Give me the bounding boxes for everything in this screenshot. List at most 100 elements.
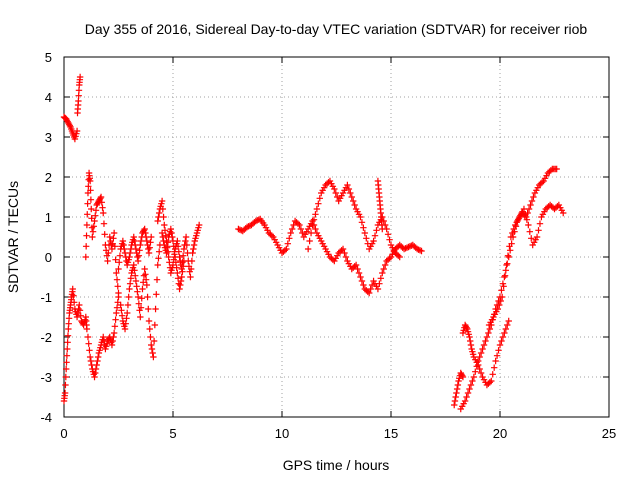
data-point: [159, 205, 167, 213]
data-point: [88, 205, 95, 213]
data-point: [357, 213, 364, 221]
data-point: [476, 353, 483, 361]
data-point: [167, 225, 175, 233]
data-point: [405, 243, 412, 251]
y-tick-label: 4: [45, 90, 52, 105]
data-point: [467, 337, 474, 345]
data-point: [358, 219, 366, 226]
data-point: [155, 255, 162, 262]
data-point: [358, 277, 366, 285]
data-point: [110, 333, 117, 341]
data-point: [82, 243, 90, 250]
data-point: [453, 385, 461, 393]
data-point: [89, 228, 97, 235]
data-point: [160, 213, 167, 221]
data-point: [506, 247, 514, 254]
data-point: [312, 225, 319, 233]
data-point: [91, 217, 98, 225]
data-point: [63, 359, 70, 366]
data-point: [141, 265, 148, 273]
data-point: [114, 283, 121, 290]
data-point: [384, 231, 392, 238]
data-point: [132, 272, 139, 279]
data-point: [64, 332, 72, 339]
data-point: [466, 333, 473, 341]
y-tick-label: -4: [40, 410, 52, 425]
data-point: [137, 313, 144, 321]
y-tick-label: 2: [45, 170, 52, 185]
data-point: [492, 357, 499, 365]
data-point: [190, 245, 197, 253]
data-point: [451, 397, 459, 405]
data-point: [87, 357, 95, 365]
data-point: [169, 233, 176, 241]
series-seg7: [115, 225, 155, 273]
data-point: [313, 205, 321, 213]
data-point: [243, 223, 251, 231]
data-point: [86, 353, 94, 361]
data-point: [379, 225, 386, 233]
series-seg1: [60, 113, 81, 143]
data-point: [143, 281, 151, 289]
data-point: [115, 293, 122, 301]
data-point: [310, 216, 318, 223]
x-tick-label: 25: [602, 426, 616, 441]
data-point: [325, 179, 332, 186]
data-point: [504, 321, 511, 329]
data-point: [536, 220, 544, 227]
data-point: [143, 237, 151, 245]
data-point: [142, 229, 149, 237]
data-point: [172, 259, 180, 266]
data-point: [137, 237, 145, 245]
data-point: [94, 353, 102, 361]
data-point: [83, 325, 91, 333]
data-point: [469, 377, 476, 385]
data-point: [350, 197, 357, 205]
data-point: [99, 204, 106, 211]
data-point: [163, 244, 171, 251]
data-point: [147, 239, 154, 246]
data-point: [119, 237, 127, 245]
data-point: [179, 263, 187, 270]
data-point: [134, 288, 141, 295]
data-point: [501, 273, 508, 281]
data-point: [554, 203, 561, 210]
data-point: [344, 181, 351, 189]
series-seg5: [84, 293, 122, 381]
data-point: [149, 349, 156, 357]
data-point: [79, 320, 87, 327]
data-point: [110, 329, 118, 337]
data-point: [472, 368, 479, 375]
data-point: [504, 260, 511, 267]
data-point: [148, 341, 155, 349]
data-point: [254, 217, 261, 224]
data-point: [155, 209, 163, 217]
data-point: [127, 275, 135, 282]
data-point: [112, 256, 119, 263]
data-point: [137, 241, 144, 249]
data-point: [135, 252, 143, 259]
data-point: [334, 193, 341, 201]
data-point: [490, 364, 498, 371]
data-point: [502, 267, 510, 274]
y-tick-label: 0: [45, 250, 52, 265]
data-point: [177, 281, 184, 289]
data-point: [498, 293, 506, 301]
data-point: [496, 301, 503, 309]
data-point: [144, 293, 151, 301]
data-point: [142, 276, 150, 283]
data-point: [187, 265, 195, 273]
series-seg3: [60, 285, 91, 405]
data-point: [146, 325, 153, 333]
y-tick-label: 3: [45, 130, 52, 145]
data-point: [483, 333, 491, 341]
data-point: [130, 233, 137, 241]
data-point: [105, 249, 112, 257]
data-point: [467, 381, 475, 389]
data-point: [341, 249, 348, 257]
data-point: [339, 245, 347, 253]
data-point: [169, 237, 177, 245]
data-point: [126, 280, 134, 287]
data-points: [60, 73, 567, 413]
